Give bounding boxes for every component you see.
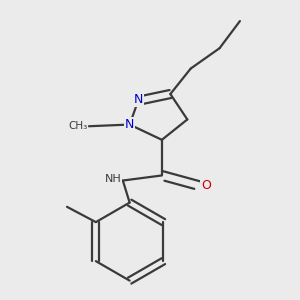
Text: N: N (125, 118, 134, 131)
Text: O: O (201, 179, 211, 192)
Text: N: N (134, 93, 143, 106)
Text: NH: NH (104, 174, 121, 184)
Text: CH₃: CH₃ (68, 121, 87, 131)
